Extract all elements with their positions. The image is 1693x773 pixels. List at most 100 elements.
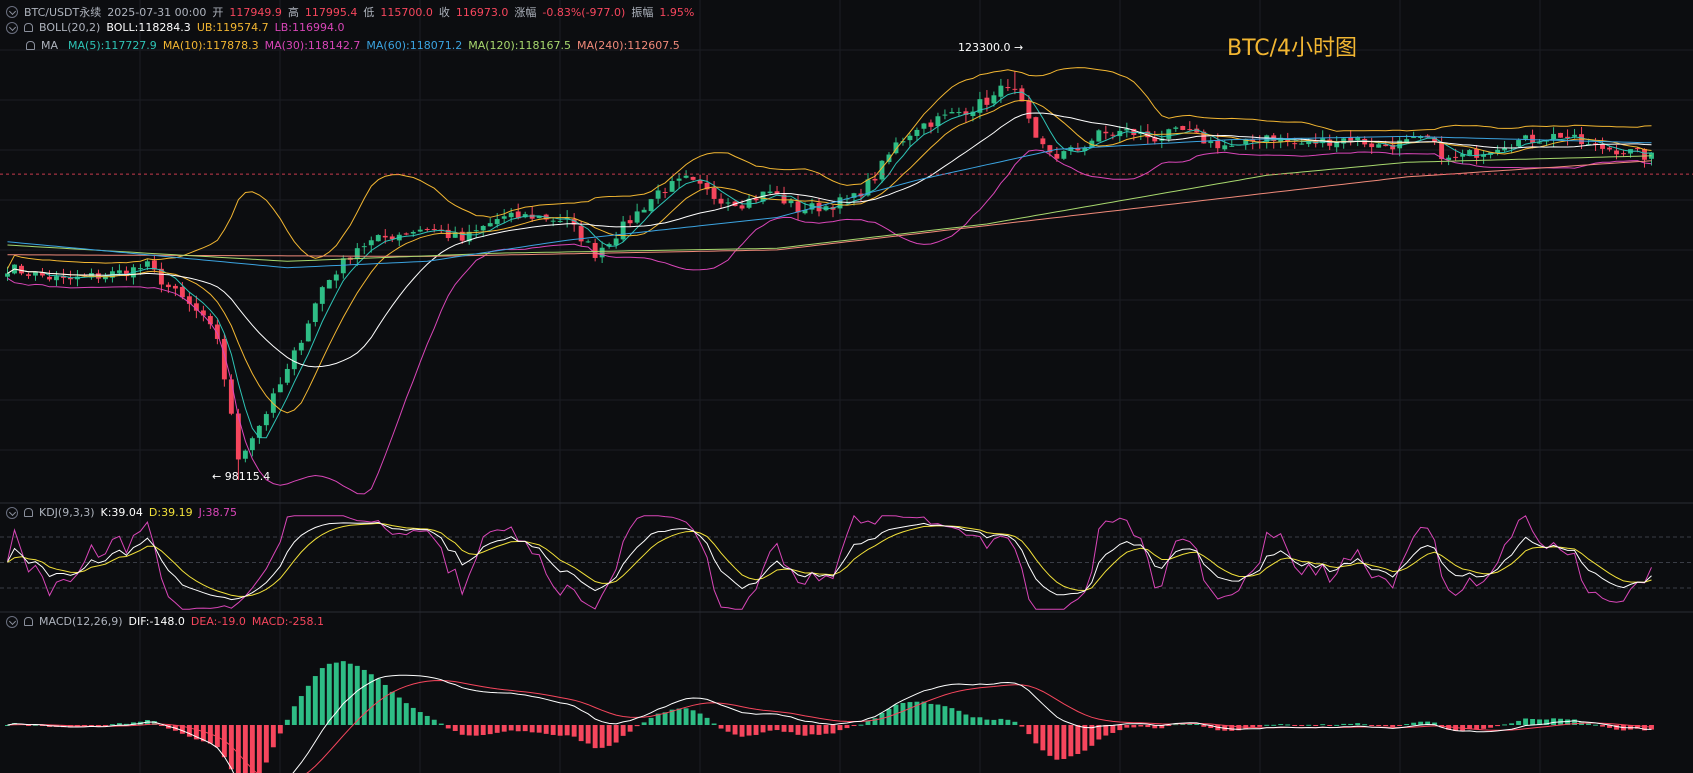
candle-body: [200, 310, 206, 316]
macd-hist-bar: [1145, 725, 1151, 728]
candle-body: [1495, 149, 1501, 153]
macd-hist-bar: [1257, 725, 1263, 727]
collapse-toggle-icon[interactable]: [6, 615, 18, 628]
macd-hist-bar: [641, 722, 647, 725]
candle-body: [1047, 145, 1053, 153]
macd-hist-bar: [1103, 725, 1109, 736]
high-value: 117995.4: [304, 5, 358, 19]
candle-body: [1481, 154, 1487, 157]
candle-body: [907, 135, 913, 141]
macd-label: MACD(12,26,9): [39, 615, 123, 628]
macd-hist-bar: [431, 719, 437, 725]
alert-bell-icon[interactable]: [24, 617, 33, 626]
candle-body: [431, 228, 437, 230]
macd-hist-bar: [235, 725, 241, 773]
ma240-value: MA(240):112607.5: [577, 39, 680, 52]
macd-hist-bar: [1649, 725, 1654, 730]
candle-body: [1033, 117, 1039, 138]
collapse-toggle-icon[interactable]: [6, 6, 18, 18]
macd-hist-bar: [1355, 723, 1361, 725]
macd-hist-bar: [1404, 724, 1410, 726]
candle-body: [1537, 142, 1543, 144]
macd-hist-bar: [403, 703, 409, 725]
macd-hist-bar: [1040, 725, 1046, 751]
alert-bell-icon[interactable]: [26, 41, 35, 50]
candle-body: [459, 231, 465, 241]
macd-hist-bar: [214, 725, 220, 748]
alert-bell-icon[interactable]: [24, 23, 33, 32]
candle-body: [54, 276, 59, 281]
candle-body: [613, 238, 619, 246]
chart-title: BTC/4小时图: [1227, 36, 1358, 61]
macd-hist-bar: [648, 717, 654, 725]
candle-body: [1558, 132, 1564, 138]
close-value: 116973.0: [455, 5, 509, 19]
candle-body: [375, 235, 381, 242]
candle-body: [1201, 131, 1207, 144]
macd-hist-bar: [270, 725, 276, 748]
candle-body: [263, 414, 269, 426]
macd-hist-bar: [1117, 725, 1123, 731]
macd-hist-bar: [193, 725, 199, 740]
macd-hist-bar: [536, 725, 542, 733]
candle-body: [767, 191, 773, 194]
high-marker-label: 123300.0: [958, 41, 1011, 54]
candle-body: [1530, 134, 1536, 144]
macd-hist-bar: [592, 725, 598, 749]
candle-body: [641, 209, 647, 213]
candle-body: [746, 198, 752, 208]
candle-body: [655, 190, 661, 199]
macd-hist-bar: [837, 725, 843, 731]
candle-body: [837, 197, 843, 209]
ma-long-line: [7, 155, 1652, 262]
candle-body: [249, 438, 255, 451]
macd-hist-bar: [26, 725, 31, 726]
candle-body: [116, 270, 122, 273]
macd-hist-bar: [578, 725, 584, 742]
candle-body: [683, 175, 689, 178]
candle-body: [1173, 127, 1179, 129]
macd-hist-bar: [1516, 720, 1522, 725]
macd-hist-bar: [1271, 724, 1277, 726]
boll-legend: BOLL(20,2) BOLL:118284.3 UB:119574.7 LB:…: [6, 21, 344, 34]
candle-body: [1180, 125, 1186, 130]
candle-body: [963, 111, 969, 115]
kdj-d-line: [7, 522, 1652, 597]
candle-body: [1257, 141, 1263, 143]
collapse-toggle-icon[interactable]: [6, 506, 18, 519]
macd-hist-bar: [1131, 725, 1137, 728]
macd-hist-bar: [515, 725, 521, 732]
macd-hist-bar: [1236, 725, 1242, 731]
alert-bell-icon[interactable]: [24, 508, 33, 517]
candle-body: [1229, 145, 1235, 147]
macd-hist-bar: [1474, 725, 1480, 730]
candle-body: [1607, 147, 1612, 150]
candle-body: [1572, 134, 1577, 137]
candle-body: [795, 201, 801, 213]
ma30-value: MA(30):118142.7: [264, 39, 361, 52]
candle-body: [578, 225, 584, 242]
candle-body: [585, 241, 591, 243]
candle-body: [1544, 140, 1550, 142]
candle-body: [515, 211, 521, 219]
macd-hist-bar: [1509, 723, 1515, 725]
macd-hist-bar: [1208, 725, 1214, 729]
collapse-toggle-icon[interactable]: [6, 21, 18, 34]
macd-hist-bar: [795, 725, 801, 735]
candle-body: [68, 277, 73, 280]
candle-body: [417, 229, 423, 232]
macd-hist-bar: [1390, 725, 1396, 727]
macd-hist-bar: [1446, 725, 1452, 730]
boll-label: BOLL(20,2): [39, 21, 101, 34]
macd-hist-bar: [1026, 725, 1032, 735]
macd-hist-bar: [830, 725, 836, 734]
candle-body: [662, 192, 668, 194]
candle-body: [970, 111, 976, 117]
candle-body: [368, 240, 374, 246]
candle-body: [382, 235, 388, 238]
candle-body: [165, 284, 171, 288]
macd-hist-bar: [704, 717, 710, 725]
macd-hist-bar: [1635, 725, 1640, 729]
